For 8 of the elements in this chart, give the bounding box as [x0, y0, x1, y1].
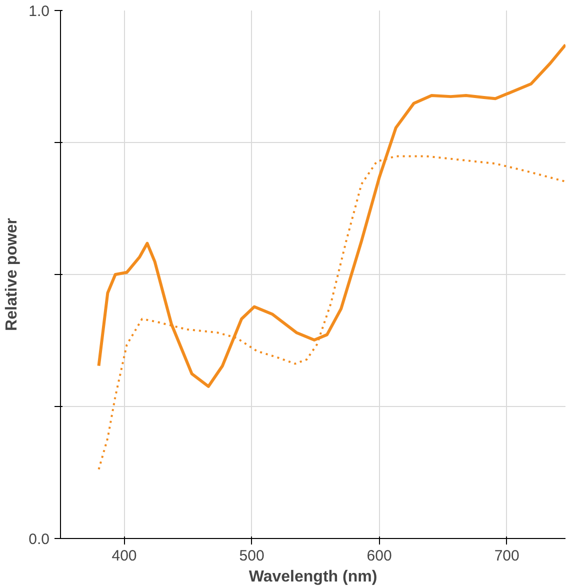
x-tick-label: 600	[366, 548, 392, 564]
x-tick-label: 400	[112, 548, 137, 564]
x-tick-label: 700	[494, 548, 520, 564]
x-tick-label: 500	[239, 548, 264, 564]
y-tick-label: 1.0	[28, 3, 50, 20]
y-axis-title: Relative power	[4, 218, 21, 331]
y-tick-label: 0.0	[28, 531, 50, 548]
x-axis-title: Wavelength (nm)	[248, 568, 378, 586]
